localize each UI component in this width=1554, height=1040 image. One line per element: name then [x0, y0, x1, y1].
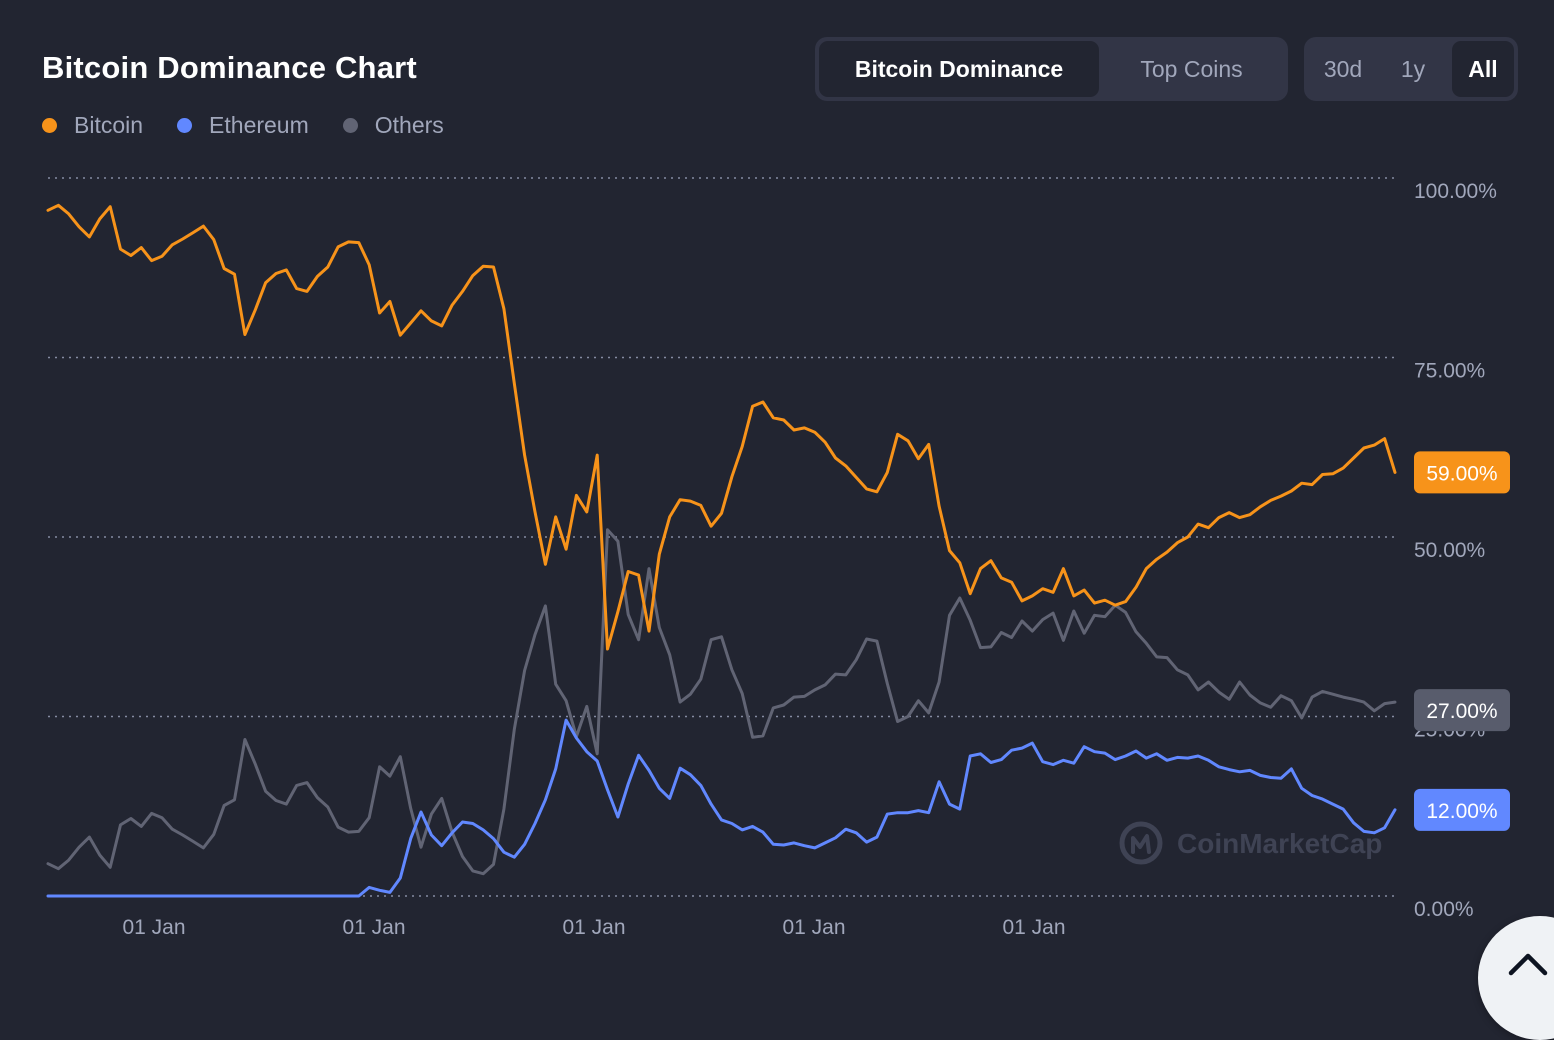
y-tick-label: 100.00% — [1414, 180, 1497, 203]
legend-item-bitcoin[interactable]: Bitcoin — [42, 112, 143, 139]
legend-label-ethereum: Ethereum — [209, 112, 309, 138]
range-1y-button[interactable]: 1y — [1400, 55, 1426, 82]
chart-legend: Bitcoin Ethereum Others — [42, 112, 444, 139]
series-line-others — [46, 528, 1397, 876]
grid-lines — [48, 177, 1395, 897]
x-tick-label: 01 Jan — [1002, 916, 1065, 939]
badge-value: 27.00% — [1426, 700, 1497, 723]
dominance-chart[interactable]: 100.00%75.00%50.00%25.00%0.00% 01 Jan01 … — [0, 0, 1554, 1018]
range-30d-button[interactable]: 30d — [1323, 55, 1363, 82]
watermark: CoinMarketCap — [1119, 821, 1382, 865]
chart-type-toggle: Bitcoin Dominance Top Coins — [815, 37, 1288, 101]
coinmarketcap-logo-icon — [1119, 821, 1163, 865]
latest-value-badges: 59.00% 12.00% 27.00% — [1414, 451, 1510, 831]
badge-background — [1414, 451, 1510, 494]
badge-background — [1414, 689, 1510, 732]
y-axis-ticks: 100.00%75.00%50.00%25.00%0.00% — [1414, 180, 1497, 921]
range-all-button[interactable]: All — [1452, 41, 1514, 97]
legend-dot-ethereum — [177, 118, 193, 133]
legend-label-others: Others — [374, 112, 444, 138]
legend-dot-bitcoin — [42, 118, 57, 133]
latest-badge-others: 27.00% — [1414, 689, 1510, 732]
x-tick-label: 01 Jan — [342, 916, 405, 939]
watermark-text: CoinMarketCap — [1177, 828, 1382, 859]
legend-item-ethereum[interactable]: Ethereum — [177, 112, 309, 139]
series-line-bitcoin — [46, 203, 1397, 651]
badge-value: 59.00% — [1426, 462, 1497, 485]
series-lines — [46, 203, 1397, 898]
x-axis-ticks: 01 Jan 01 Jan 01 Jan 01 Jan 01 Jan — [122, 916, 1065, 939]
chevron-up-icon — [1508, 953, 1548, 976]
latest-badge-ethereum: 12.00% — [1414, 788, 1510, 831]
y-tick-label: 75.00% — [1414, 360, 1485, 383]
x-tick-label: 01 Jan — [782, 916, 845, 939]
x-tick-label: 01 Jan — [122, 916, 185, 939]
y-tick-label: 50.00% — [1414, 539, 1485, 562]
tab-top-coins[interactable]: Top Coins — [1140, 55, 1243, 82]
legend-dot-others — [342, 118, 358, 133]
latest-badge-bitcoin: 59.00% — [1414, 451, 1510, 494]
time-range-toggle: 30d 1y All — [1304, 37, 1518, 101]
legend-item-others[interactable]: Others — [342, 112, 444, 139]
legend-label-bitcoin: Bitcoin — [74, 112, 144, 138]
badge-value: 12.00% — [1426, 800, 1497, 823]
tab-bitcoin-dominance[interactable]: Bitcoin Dominance — [819, 41, 1099, 97]
y-tick-label: 0.00% — [1414, 898, 1474, 921]
series-line-ethereum — [46, 718, 1397, 898]
x-tick-label: 01 Jan — [562, 916, 625, 939]
chart-title: Bitcoin Dominance Chart — [42, 50, 417, 85]
badge-background — [1414, 788, 1510, 831]
